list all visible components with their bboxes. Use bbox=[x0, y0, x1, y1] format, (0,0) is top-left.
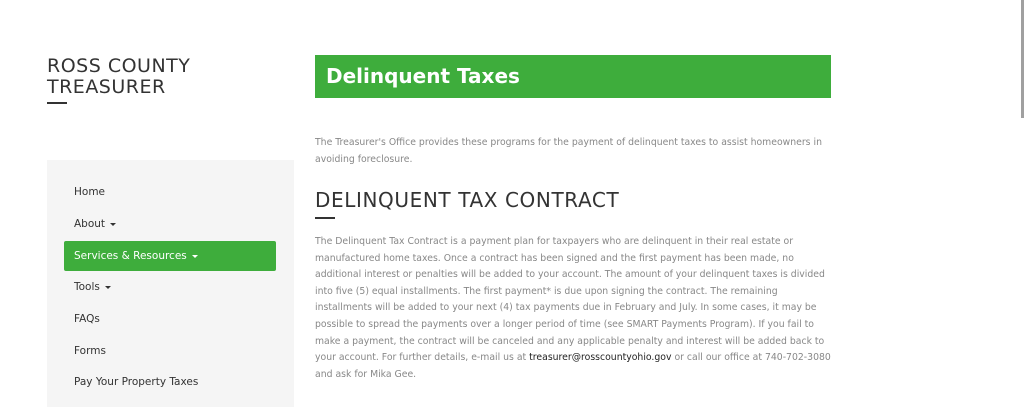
nav-item-services-resources[interactable]: Services & Resources bbox=[64, 241, 276, 271]
scrollbar-thumb[interactable] bbox=[1021, 0, 1024, 118]
logo-line-1: ROSS COUNTY bbox=[47, 55, 191, 77]
nav-item-tools[interactable]: Tools bbox=[64, 272, 276, 302]
nav-item-pay-property-taxes[interactable]: Pay Your Property Taxes bbox=[64, 367, 276, 397]
intro-text: The Treasurer's Office provides these pr… bbox=[315, 137, 822, 166]
sidebar-nav: Home About Services & Resources Tools FA… bbox=[47, 160, 294, 407]
site-logo[interactable]: ROSS COUNTY TREASURER bbox=[47, 56, 190, 98]
nav-item-forms[interactable]: Forms bbox=[64, 336, 276, 366]
logo-line-2: TREASURER bbox=[47, 76, 166, 98]
nav-item-home[interactable]: Home bbox=[64, 177, 276, 207]
page-title-banner: Delinquent Taxes bbox=[315, 55, 831, 98]
section-title: DELINQUENT TAX CONTRACT bbox=[315, 188, 620, 212]
caret-down-icon bbox=[110, 222, 117, 226]
section-divider bbox=[315, 217, 335, 219]
body-text: The Delinquent Tax Contract is a payment… bbox=[315, 236, 825, 364]
nav-label: Home bbox=[74, 186, 106, 198]
logo-divider bbox=[47, 102, 67, 104]
page-title: Delinquent Taxes bbox=[326, 64, 520, 88]
nav-item-faqs[interactable]: FAQs bbox=[64, 304, 276, 334]
nav-label: FAQs bbox=[74, 313, 100, 325]
nav-label: Pay Your Property Taxes bbox=[74, 376, 199, 388]
nav-label: About bbox=[74, 218, 106, 230]
nav-label: Forms bbox=[74, 345, 106, 357]
nav-item-about[interactable]: About bbox=[64, 209, 276, 239]
caret-down-icon bbox=[191, 254, 198, 258]
section-body: The Delinquent Tax Contract is a payment… bbox=[315, 234, 835, 383]
email-link[interactable]: treasurer@rosscountyohio.gov bbox=[529, 352, 672, 364]
caret-down-icon bbox=[104, 285, 111, 289]
nav-label: Services & Resources bbox=[74, 250, 187, 262]
nav-label: Tools bbox=[74, 281, 100, 293]
body-text-end: or call our office at 740-702-3080 and a… bbox=[315, 352, 831, 380]
